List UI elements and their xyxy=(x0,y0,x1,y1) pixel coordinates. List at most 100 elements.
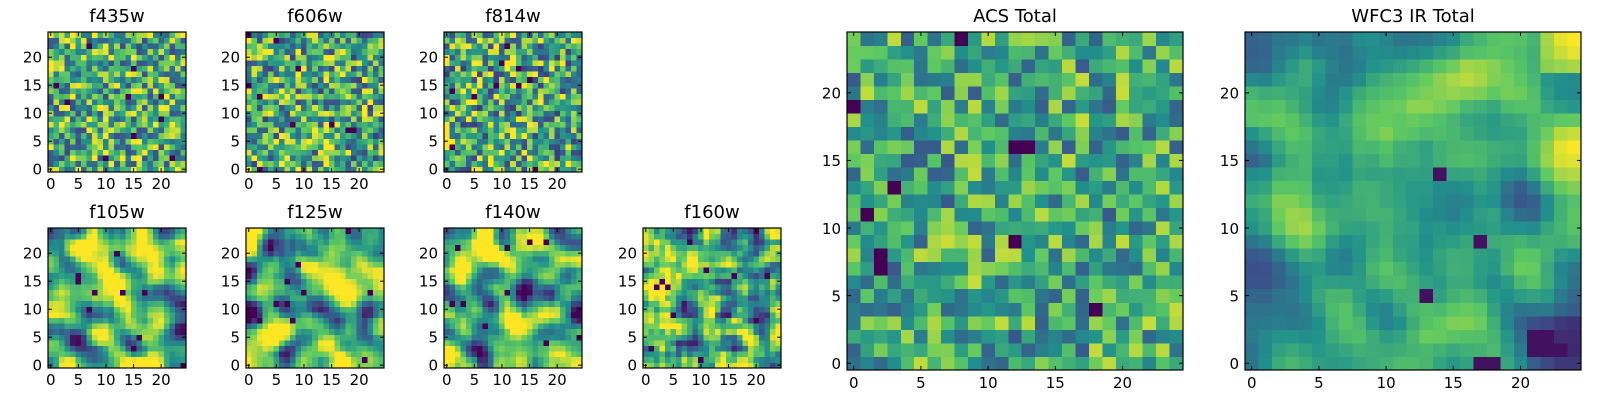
heatmap-cell xyxy=(295,76,302,83)
heatmap-cell xyxy=(1102,275,1117,290)
heatmap-cell xyxy=(900,207,915,222)
heatmap-cell xyxy=(372,166,379,173)
heatmap-cell xyxy=(81,127,87,134)
heatmap-cell xyxy=(92,345,99,352)
heatmap-cell xyxy=(48,345,54,352)
heatmap-cell xyxy=(725,345,732,352)
heatmap-cell xyxy=(169,317,176,324)
heatmap-cell xyxy=(295,88,302,94)
heatmap-cell xyxy=(742,284,749,290)
heatmap-cell xyxy=(48,99,54,106)
heatmap-cell xyxy=(75,88,82,94)
heatmap-cell xyxy=(174,323,181,330)
heatmap-cell xyxy=(747,340,754,346)
heatmap-cell xyxy=(742,300,749,307)
heatmap-cell xyxy=(1115,234,1130,249)
heatmap-cell xyxy=(86,272,93,279)
heatmap-cell xyxy=(665,289,671,296)
heatmap-cell xyxy=(295,132,302,139)
heatmap-cell xyxy=(174,99,181,106)
heatmap-cell xyxy=(576,43,583,50)
heatmap-cell xyxy=(372,295,379,302)
heatmap-cell xyxy=(460,48,467,55)
heatmap-cell xyxy=(526,312,533,318)
heatmap-cell xyxy=(521,278,528,285)
heatmap-cell xyxy=(753,306,760,313)
heatmap-cell xyxy=(301,345,308,352)
heatmap-cell xyxy=(460,160,467,167)
heatmap-cell xyxy=(554,76,561,83)
heatmap-cell xyxy=(1088,207,1103,222)
heatmap-cell xyxy=(559,261,566,268)
heatmap-cell xyxy=(251,295,258,302)
heatmap-cell xyxy=(1008,288,1023,303)
heatmap-cell xyxy=(543,104,550,111)
heatmap-cell xyxy=(526,300,533,307)
heatmap-cell xyxy=(284,278,291,285)
heatmap-cell xyxy=(460,93,467,100)
heatmap-cell xyxy=(372,37,379,44)
heatmap-cell xyxy=(1075,356,1090,371)
heatmap-cell xyxy=(345,300,352,307)
heatmap-cell xyxy=(64,60,71,66)
heatmap-cell xyxy=(769,334,776,341)
heatmap-cell xyxy=(565,256,572,262)
heatmap-cell xyxy=(654,278,660,285)
heatmap-cell xyxy=(860,342,875,357)
heatmap-cell xyxy=(158,116,165,122)
heatmap-cell xyxy=(75,37,82,44)
heatmap-cell xyxy=(515,149,522,156)
x-tick-label: 10 xyxy=(294,371,313,389)
heatmap-cell xyxy=(257,65,263,72)
heatmap-cell xyxy=(493,272,500,279)
heatmap-cell xyxy=(559,132,566,139)
heatmap-cell xyxy=(681,261,688,268)
heatmap-cell xyxy=(543,138,550,145)
heatmap-cell xyxy=(764,233,771,240)
heatmap-cell xyxy=(648,312,655,318)
heatmap-cell xyxy=(350,76,357,83)
heatmap-cell xyxy=(887,248,902,263)
heatmap-cell xyxy=(455,334,461,341)
x-tick-label: 0 xyxy=(641,371,651,389)
heatmap-cell xyxy=(847,288,861,303)
heatmap-cell xyxy=(152,261,159,268)
heatmap-cell xyxy=(548,138,555,145)
heatmap-cell xyxy=(75,328,82,335)
heatmap-cell xyxy=(328,149,335,156)
heatmap-cell xyxy=(339,228,346,234)
heatmap-cell xyxy=(1169,302,1184,317)
heatmap-cell xyxy=(515,228,522,234)
heatmap-cell xyxy=(323,267,330,274)
heatmap-cell xyxy=(114,345,121,352)
heatmap-cell xyxy=(526,345,533,352)
heatmap-cell xyxy=(499,48,506,55)
heatmap-cell xyxy=(257,82,263,89)
heatmap-cell xyxy=(125,99,132,106)
heatmap-cell xyxy=(493,160,500,167)
heatmap-cell xyxy=(471,71,478,78)
heatmap-cell xyxy=(81,155,87,162)
heatmap-cell xyxy=(515,250,522,257)
heatmap-cell xyxy=(548,160,555,167)
heatmap-cell xyxy=(301,351,308,358)
heatmap-cell xyxy=(900,153,915,168)
heatmap-cell xyxy=(345,43,352,50)
heatmap-cell xyxy=(499,334,506,341)
heatmap-cell xyxy=(665,244,671,251)
heatmap-cell xyxy=(887,275,902,290)
heatmap-cell xyxy=(169,272,176,279)
heatmap-cell xyxy=(565,60,572,66)
heatmap-cell xyxy=(725,300,732,307)
heatmap-cell xyxy=(449,312,456,318)
heatmap-cell xyxy=(75,244,82,251)
heatmap-cell xyxy=(114,351,121,358)
heatmap-cell xyxy=(163,104,170,111)
heatmap-cell xyxy=(257,267,263,274)
heatmap-cell xyxy=(174,267,181,274)
heatmap-cell xyxy=(147,48,154,55)
heatmap-cell xyxy=(180,317,187,324)
heatmap-cell xyxy=(504,60,511,66)
heatmap-cell xyxy=(648,278,655,285)
heatmap-cell xyxy=(378,76,385,83)
